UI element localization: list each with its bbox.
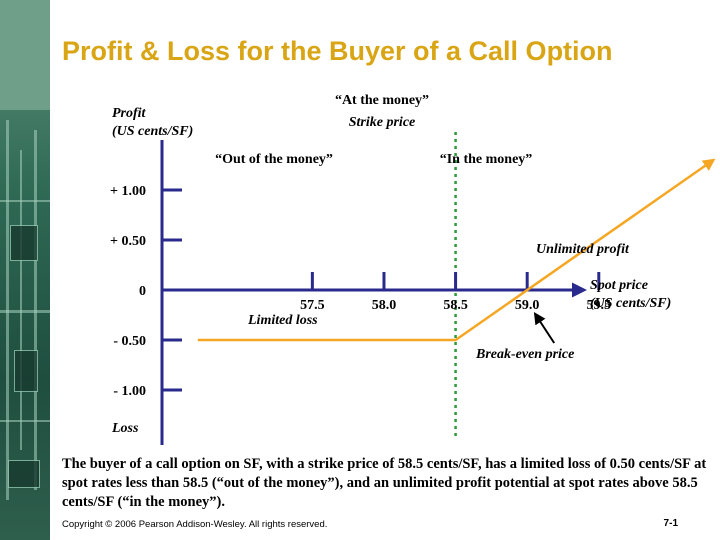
slide-caption: The buyer of a call option on SF, with a… [62, 456, 707, 510]
circuit-chip [8, 460, 40, 488]
circuit-chip [14, 350, 38, 392]
y-tick-label: - 1.00 [113, 384, 146, 399]
y-axis-label-line2: (US cents/SF) [112, 124, 193, 139]
y-axis-loss-label: Loss [111, 421, 139, 436]
payoff-chart: + 1.00 + 0.50 0 - 0.50 - 1.00 57.5 58.0 58.5 59… [110, 93, 716, 445]
x-axis-label-line2: (US cents/SF) [590, 296, 671, 311]
x-tick-label: 58.5 [443, 298, 468, 313]
slide-title: Profit & Loss for the Buyer of a Call Op… [62, 36, 613, 66]
x-axis-label-line1: Spot price [590, 278, 648, 293]
x-tick-label: 59.0 [515, 298, 540, 313]
circuit-trace [0, 200, 50, 202]
payoff-series-line [197, 158, 716, 342]
limited-loss-label: Limited loss [247, 313, 318, 328]
y-tick-label: + 1.00 [110, 184, 146, 199]
circuit-trace [0, 420, 50, 422]
in-the-money-label: “In the money” [440, 152, 533, 167]
x-tick-label: 57.5 [300, 298, 325, 313]
circuit-trace [20, 150, 22, 450]
unlimited-profit-label: Unlimited profit [536, 242, 630, 257]
circuit-trace [0, 310, 50, 313]
page-number: 7-1 [663, 518, 678, 529]
decorative-sidebar [0, 0, 50, 540]
x-tick-label: 59.5 [587, 298, 612, 313]
break-even-label: Break-even price [475, 347, 574, 362]
break-even-arrow [533, 311, 556, 344]
y-axis-label-line1: Profit [112, 106, 147, 121]
at-the-money-label: “At the money” [335, 93, 429, 108]
x-tick-label: 58.0 [372, 298, 397, 313]
sidebar-top-panel [0, 0, 50, 110]
y-tick-label: + 0.50 [110, 234, 146, 249]
y-tick-label: - 0.50 [113, 334, 146, 349]
out-of-the-money-label: “Out of the money” [215, 152, 333, 167]
y-tick-label: 0 [139, 284, 146, 299]
strike-price-label: Strike price [349, 115, 416, 130]
circuit-chip [10, 225, 38, 261]
copyright-notice: Copyright © 2006 Pearson Addison-Wesley.… [62, 519, 328, 530]
